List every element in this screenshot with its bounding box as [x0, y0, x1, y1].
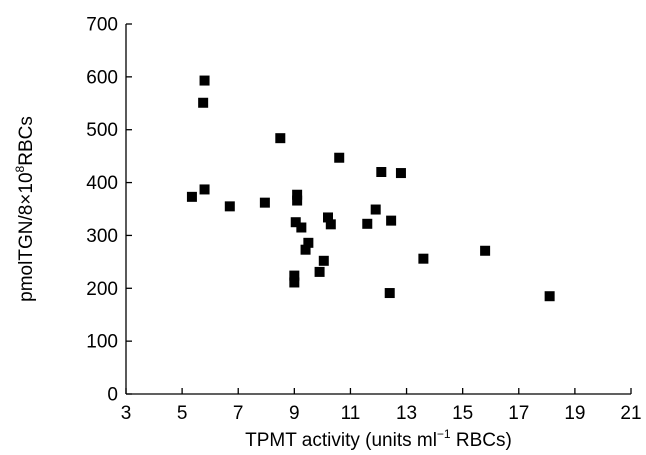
x-tick-label: 21: [620, 403, 641, 424]
x-tick-label: 3: [121, 403, 132, 424]
data-point: [384, 288, 395, 299]
data-point: [395, 168, 406, 179]
data-point: [290, 217, 301, 228]
y-tick-label: 700: [86, 15, 118, 36]
y-axis-title: pmolTGN/8×108RBCs: [13, 116, 37, 302]
y-axis-title-superscript: 8: [13, 165, 27, 172]
x-tick-label: 17: [508, 403, 529, 424]
y-tick-label: 400: [86, 173, 118, 194]
data-point: [292, 195, 303, 206]
data-point: [386, 215, 397, 226]
data-point: [334, 152, 345, 163]
x-tick-label: 19: [564, 403, 585, 424]
x-tick-label: 11: [341, 403, 361, 424]
x-axis-title: TPMT activity (units ml−1 RBCs): [245, 427, 512, 451]
data-point: [292, 189, 303, 200]
data-point: [370, 204, 381, 215]
data-point: [289, 277, 300, 288]
data-point: [300, 244, 311, 255]
data-point: [418, 253, 429, 264]
data-point: [323, 212, 333, 223]
y-axis-title-suffix: RBCs: [16, 116, 37, 166]
y-tick-label: 100: [86, 332, 118, 353]
data-point: [199, 184, 210, 195]
y-tick-label: 0: [107, 385, 118, 406]
data-point: [303, 237, 314, 248]
data-point: [314, 266, 325, 277]
x-axis-title-suffix: RBCs): [451, 430, 512, 451]
data-point: [362, 218, 373, 229]
data-point: [199, 75, 210, 86]
data-point: [259, 197, 270, 208]
x-tick-label: 9: [289, 403, 300, 424]
data-point: [296, 222, 307, 233]
x-tick-label: 5: [177, 403, 188, 424]
x-axis-title-prefix: TPMT activity (units ml: [245, 430, 437, 451]
data-point: [289, 270, 300, 281]
y-tick-label: 200: [86, 279, 118, 300]
y-axis-title-prefix: pmolTGN/8×10: [16, 172, 37, 301]
x-tick-label: 7: [233, 403, 244, 424]
y-tick-label: 600: [86, 67, 118, 88]
data-point: [198, 97, 209, 108]
data-point: [318, 255, 329, 266]
axes: [125, 24, 631, 395]
y-ticks: 0 100 200 300 400 500 600 700: [86, 15, 132, 406]
x-tick-label: 13: [396, 403, 417, 424]
x-axis-title-superscript: −1: [437, 427, 451, 441]
x-tick-label: 15: [452, 403, 473, 424]
y-tick-label: 500: [86, 120, 118, 141]
data-point: [275, 133, 286, 144]
data-point: [544, 291, 555, 302]
data-point: [376, 167, 387, 177]
data-point: [480, 245, 491, 256]
data-point: [186, 191, 197, 202]
data-points: [186, 75, 555, 302]
y-tick-label: 300: [86, 226, 118, 247]
data-point: [325, 219, 336, 230]
x-ticks: 3 5 7 9 11 13 15 17 19 21: [121, 388, 642, 424]
data-point: [224, 201, 235, 212]
